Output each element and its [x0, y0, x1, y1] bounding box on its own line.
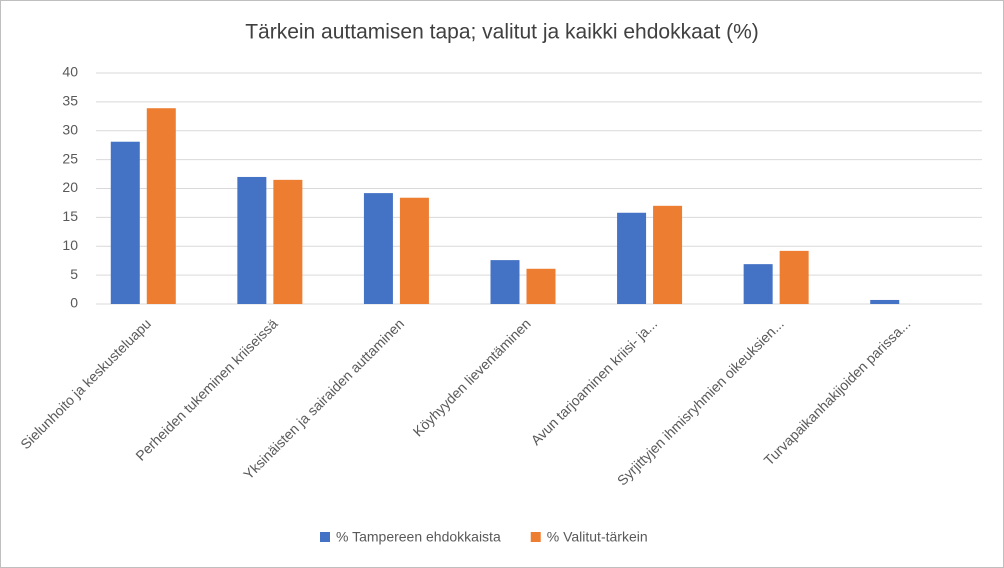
y-tick-label: 5	[70, 266, 78, 282]
bar	[653, 205, 683, 304]
bar	[237, 176, 267, 304]
y-tick-label: 30	[62, 121, 78, 137]
bar	[617, 212, 647, 304]
chart-title: Tärkein auttamisen tapa; valitut ja kaik…	[245, 21, 759, 44]
legend-swatch	[530, 532, 541, 542]
y-tick-label: 25	[62, 150, 78, 166]
bar	[743, 264, 773, 304]
legend-swatch	[320, 532, 330, 542]
bar	[363, 193, 393, 304]
y-tick-label: 0	[70, 295, 78, 311]
bar	[779, 250, 809, 304]
bar	[526, 268, 556, 304]
legend-label: % Tampereen ehdokkaista	[336, 529, 501, 545]
y-tick-label: 10	[62, 237, 78, 253]
y-tick-label: 15	[62, 208, 78, 224]
bar	[110, 141, 140, 304]
bar	[273, 179, 303, 304]
y-tick-label: 40	[62, 64, 78, 80]
y-tick-label: 20	[62, 179, 78, 195]
y-tick-label: 35	[62, 93, 78, 109]
bar	[399, 197, 429, 304]
bar	[146, 108, 176, 304]
legend-label: % Valitut-tärkein	[547, 529, 648, 545]
bar	[490, 260, 520, 304]
bar	[870, 299, 900, 304]
